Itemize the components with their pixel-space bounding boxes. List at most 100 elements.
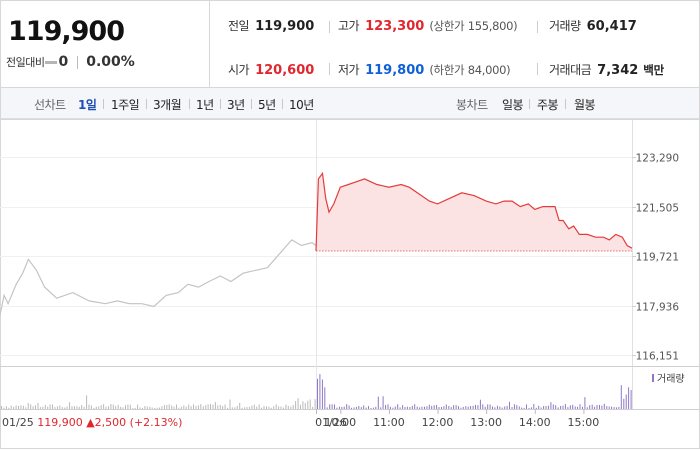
volume-bar <box>409 407 411 409</box>
volume-bar <box>81 405 83 409</box>
tab-1-day[interactable]: 1일 <box>78 98 97 112</box>
volume-bar <box>545 406 547 409</box>
volume-bar <box>246 407 248 409</box>
volume-bar <box>168 404 170 409</box>
volume-bar <box>71 406 73 409</box>
prev-session-close: 119,900 <box>37 416 86 429</box>
tab-10-years[interactable]: 10년 <box>289 98 314 112</box>
volume-bar <box>76 406 78 409</box>
volume-bar <box>210 404 211 409</box>
line-chart-label: 선차트 <box>34 98 66 112</box>
tab-daily-candle[interactable]: 일봉 <box>502 98 524 112</box>
tab-monthly-candle[interactable]: 월봉 <box>574 98 596 112</box>
volume-bar <box>266 406 267 409</box>
x-tick-label: 13:00 <box>470 416 502 429</box>
volume-bar <box>287 405 289 409</box>
volume-bar <box>35 405 36 409</box>
volume-bar <box>193 404 194 409</box>
volume-bar <box>149 406 151 409</box>
volume-bar <box>402 405 404 409</box>
stat-value: 119,800 <box>365 63 425 78</box>
y-tick-label: 116,151 <box>636 351 679 363</box>
volume-bar <box>268 406 270 409</box>
period-toolbar: 선차트 1일 1주일 3개월 1년 3년 5년 10년 봉차트 일봉 주봉 월봉 <box>0 88 700 119</box>
volume-bar <box>229 399 231 409</box>
volume-bar <box>465 406 467 409</box>
volume-bar <box>47 406 49 409</box>
x-tick-label: 10:00 <box>324 416 356 429</box>
volume-bar <box>188 404 190 409</box>
volume-bar <box>244 407 246 409</box>
volume-bar <box>336 407 338 409</box>
volume-bar <box>219 405 221 409</box>
volume-bar <box>156 407 158 409</box>
volume-bar <box>69 402 71 409</box>
volume-bar <box>331 404 333 409</box>
volume-bar <box>426 406 428 409</box>
volume-bar <box>450 407 452 409</box>
volume-bar <box>98 406 100 409</box>
volume-bar <box>278 406 280 409</box>
prev-session-rate: (+2.13%) <box>130 416 183 429</box>
volume-bar <box>295 401 297 409</box>
volume-bar <box>273 406 275 409</box>
volume-bar <box>608 406 610 409</box>
stat-value: 120,600 <box>255 63 315 78</box>
volume-bar <box>227 407 229 409</box>
volume-bar <box>321 379 323 409</box>
volume-bar <box>115 406 117 409</box>
volume-bar <box>304 402 306 409</box>
volume-bar <box>1 406 2 409</box>
tab-5-years[interactable]: 5년 <box>258 98 276 112</box>
volume-bar <box>540 407 542 409</box>
tab-1-year[interactable]: 1년 <box>196 98 214 112</box>
volume-legend-swatch <box>652 374 654 382</box>
volume-bar <box>579 404 581 409</box>
volume-bar <box>567 407 569 409</box>
volume-bar <box>462 406 464 409</box>
tab-3-months[interactable]: 3개월 <box>153 98 182 112</box>
volume-bar <box>42 406 44 409</box>
volume-bar <box>86 395 88 409</box>
y-tick-label: 119,721 <box>636 252 679 264</box>
volume-bar <box>78 406 80 409</box>
divider <box>251 99 252 109</box>
volume-bar <box>618 406 620 409</box>
volume-bar <box>307 400 309 409</box>
volume-bar <box>251 405 253 409</box>
volume-bar <box>125 405 126 409</box>
volume-bar <box>455 405 457 409</box>
tab-1-week[interactable]: 1주일 <box>111 98 140 112</box>
stat-label: 고가 <box>338 19 360 33</box>
tab-weekly-candle[interactable]: 주봉 <box>537 98 559 112</box>
volume-bar <box>460 407 462 409</box>
volume-bar <box>343 406 345 409</box>
tab-3-years[interactable]: 3년 <box>227 98 245 112</box>
volume-bar <box>518 406 520 409</box>
volume-bar <box>280 406 282 409</box>
volume-bar <box>241 407 243 409</box>
volume-bar <box>475 404 476 409</box>
volume-bar <box>103 404 105 409</box>
volume-bar <box>419 407 421 409</box>
volume-bar <box>530 407 532 409</box>
divider <box>329 21 330 33</box>
volume-legend-label: 거래량 <box>657 373 685 385</box>
volume-bar <box>20 405 22 409</box>
volume-bar <box>309 399 311 409</box>
volume-bar <box>49 404 51 409</box>
volume-bar <box>453 405 455 409</box>
volume-bar <box>108 406 109 409</box>
volume-bar <box>283 407 284 409</box>
divider <box>103 99 104 109</box>
volume-bar <box>458 406 459 409</box>
volume-bar <box>197 405 199 409</box>
stat-value: 119,900 <box>255 19 315 34</box>
volume-bar <box>606 406 608 409</box>
volume-bar <box>577 406 579 409</box>
volume-bar <box>382 396 384 409</box>
divider <box>220 99 221 109</box>
volume-bar <box>110 404 112 409</box>
volume-bar <box>275 404 277 409</box>
